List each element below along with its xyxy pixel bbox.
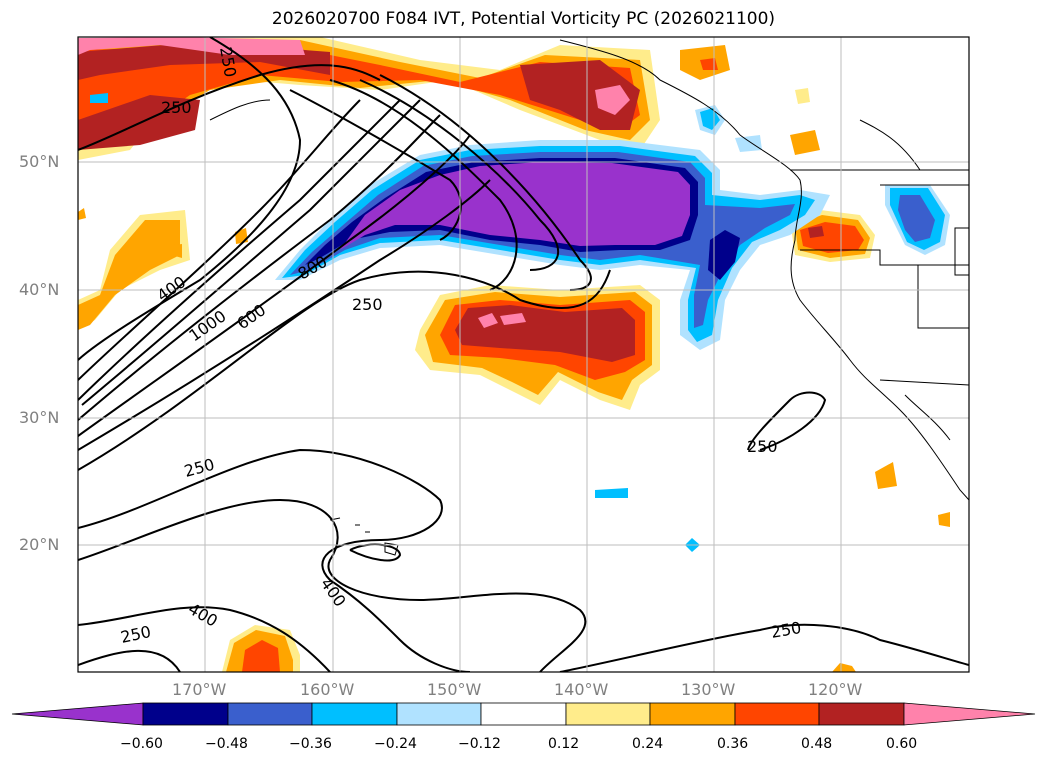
colorbar-tick-label: 0.12 [548,736,580,752]
lat-label: 50°N [19,152,60,171]
colorbar-tick-label: −0.24 [374,736,417,752]
map-frame [77,36,970,673]
colorbar-tick-label: 0.48 [801,736,833,752]
contour-label: 250 [161,98,192,117]
colorbar-tick-label: −0.60 [120,736,163,752]
colorbar-tick-label: 0.60 [886,736,918,752]
lon-label: 170°W [172,680,227,699]
lat-label: 20°N [19,535,60,554]
contour-label: 250 [352,295,383,314]
colorbar-tick-label: 0.36 [717,736,749,752]
lat-label: 30°N [19,408,60,427]
colorbar-swatch [734,702,820,726]
colorbar-swatch [142,702,229,726]
colorbar-swatch [396,702,482,726]
pv-fill-layer [78,37,950,672]
colorbar-swatch [565,702,651,726]
ivt-contour-250-north [78,64,381,151]
colorbar [11,702,1036,726]
colorbar-swatch [480,702,567,726]
lon-label: 150°W [427,680,482,699]
contour-label: 250 [747,437,778,456]
colorbar-tick-label: −0.48 [205,736,248,752]
colorbar-extend-left [11,702,144,726]
colorbar-swatch [227,702,313,726]
colorbar-swatch [311,702,398,726]
lat-label: 40°N [19,280,60,299]
lon-label: 160°W [300,680,355,699]
colorbar-swatch [649,702,736,726]
lon-label: 120°W [808,680,863,699]
colorbar-swatch [818,702,905,726]
lon-label: 140°W [554,680,609,699]
ivt-contour-layer [78,37,969,672]
colorbar-tick-label: −0.12 [458,736,501,752]
map-title: 2026020700 F084 IVT, Potential Vorticity… [271,9,776,29]
colorbar-extend-right [903,702,1036,726]
colorbar-tick-label: 0.24 [632,736,664,752]
colorbar-tick-label: −0.36 [289,736,332,752]
ivt-contour-250-south [78,448,471,672]
lon-label: 130°W [681,680,736,699]
graticule [78,37,969,672]
coastline-north-america [559,39,969,501]
